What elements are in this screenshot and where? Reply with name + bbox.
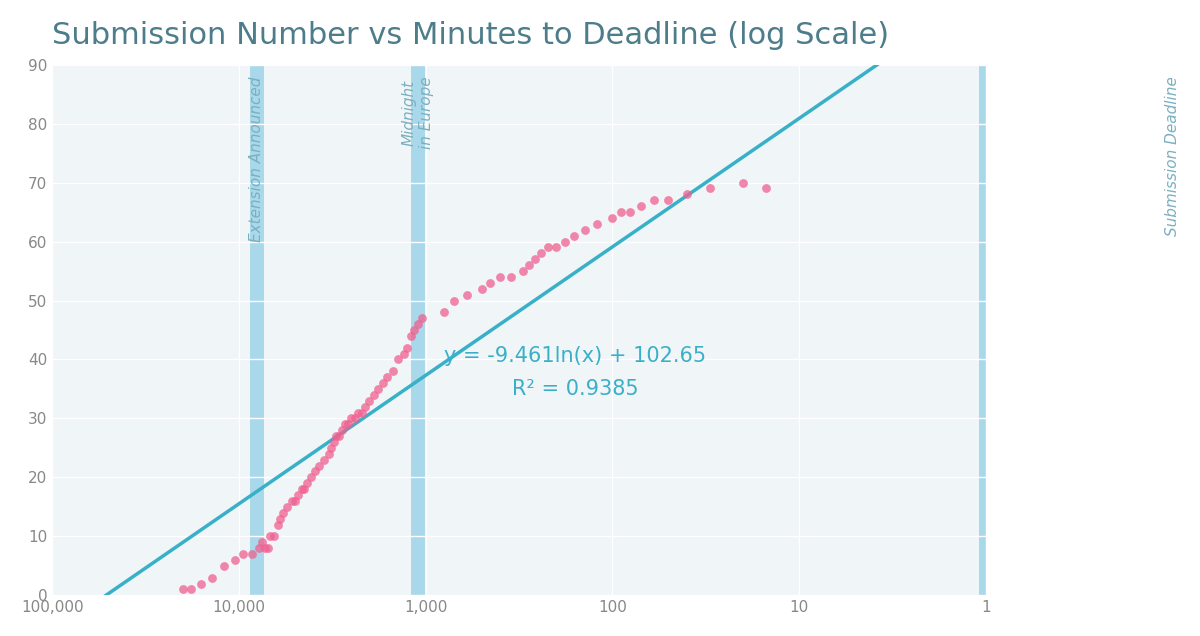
- Point: [378, 372, 397, 382]
- Text: Midnight
in Europe: Midnight in Europe: [402, 76, 434, 149]
- Point: [360, 396, 379, 406]
- Point: [294, 484, 313, 494]
- Point: [398, 343, 418, 353]
- Point: [342, 413, 361, 424]
- Point: [355, 401, 374, 411]
- Point: [264, 531, 283, 541]
- Point: [293, 484, 312, 494]
- Point: [364, 390, 383, 400]
- Point: [631, 201, 650, 211]
- Point: [404, 325, 424, 335]
- Point: [756, 183, 775, 193]
- Text: y = -9.461ln(x) + 102.65
R² = 0.9385: y = -9.461ln(x) + 102.65 R² = 0.9385: [444, 346, 706, 399]
- Point: [373, 378, 392, 388]
- Point: [336, 419, 355, 429]
- Point: [348, 408, 367, 418]
- Point: [445, 295, 464, 305]
- Point: [258, 543, 277, 553]
- Point: [322, 443, 341, 453]
- Point: [602, 213, 622, 223]
- Point: [575, 225, 594, 235]
- Point: [332, 425, 352, 435]
- Point: [289, 490, 308, 500]
- Point: [412, 313, 431, 323]
- Point: [588, 219, 607, 229]
- Point: [173, 584, 192, 595]
- Point: [554, 237, 574, 247]
- Point: [539, 242, 558, 252]
- Point: [274, 508, 293, 518]
- Point: [202, 572, 221, 583]
- Point: [242, 549, 262, 559]
- Point: [481, 278, 500, 288]
- Point: [306, 466, 325, 476]
- Point: [472, 284, 491, 294]
- Point: [395, 349, 414, 359]
- Point: [191, 578, 210, 588]
- Point: [324, 437, 343, 447]
- Point: [301, 473, 320, 483]
- Point: [701, 183, 720, 193]
- Point: [368, 384, 388, 394]
- Point: [282, 496, 301, 506]
- Text: Submission Deadline: Submission Deadline: [1165, 76, 1180, 236]
- Point: [215, 561, 234, 571]
- Point: [733, 177, 752, 188]
- Point: [319, 449, 338, 459]
- Point: [644, 195, 664, 205]
- Point: [226, 555, 245, 565]
- Point: [286, 496, 305, 506]
- Point: [344, 413, 364, 424]
- Point: [457, 289, 476, 300]
- Point: [389, 354, 408, 364]
- Point: [611, 207, 630, 217]
- Point: [564, 231, 583, 241]
- Point: [268, 520, 287, 530]
- Point: [383, 366, 402, 377]
- Point: [260, 531, 280, 541]
- Point: [514, 266, 533, 276]
- Point: [677, 190, 696, 200]
- Point: [338, 419, 358, 429]
- Point: [250, 543, 269, 553]
- Point: [252, 537, 271, 548]
- Point: [532, 248, 551, 258]
- Point: [502, 272, 521, 282]
- Text: Extension Announced: Extension Announced: [250, 76, 264, 242]
- Point: [520, 260, 539, 270]
- Point: [526, 254, 545, 265]
- Point: [234, 549, 253, 559]
- Point: [620, 207, 640, 217]
- Point: [434, 307, 454, 317]
- Point: [401, 331, 420, 341]
- Point: [310, 460, 329, 471]
- Point: [352, 408, 371, 418]
- Point: [314, 455, 334, 465]
- Point: [271, 513, 290, 523]
- Point: [298, 478, 317, 488]
- Point: [256, 543, 275, 553]
- Point: [277, 502, 296, 512]
- Point: [408, 319, 427, 329]
- Text: Submission Number vs Minutes to Deadline (log Scale): Submission Number vs Minutes to Deadline…: [52, 21, 889, 50]
- Point: [659, 195, 678, 205]
- Point: [181, 584, 200, 595]
- Point: [546, 242, 565, 252]
- Point: [330, 431, 349, 441]
- Point: [326, 431, 346, 441]
- Point: [491, 272, 510, 282]
